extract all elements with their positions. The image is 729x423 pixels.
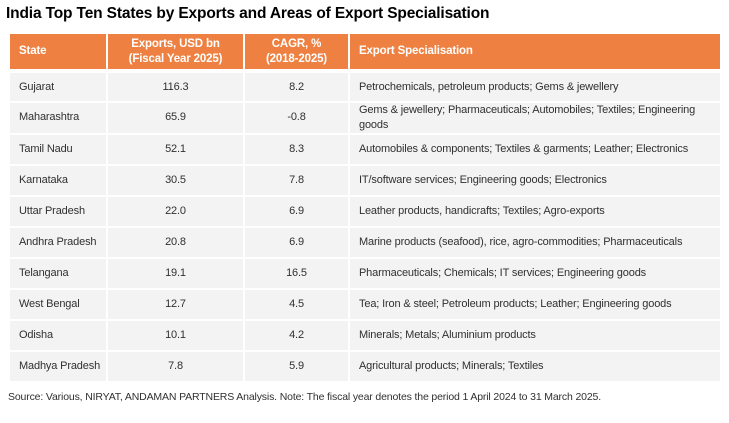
exports-cell: 65.9	[106, 101, 245, 135]
state-cell: Tamil Nadu	[8, 132, 108, 166]
table-row: Madhya Pradesh 7.8 5.9 Agricultural prod…	[8, 349, 722, 383]
cagr-cell: 5.9	[243, 349, 350, 383]
cagr-cell: -0.8	[243, 101, 350, 135]
specialisation-cell: Tea; Iron & steel; Petroleum products; L…	[348, 287, 722, 321]
specialisation-cell: Leather products, handicrafts; Textiles;…	[348, 194, 722, 228]
cagr-cell: 7.8	[243, 163, 350, 197]
specialisation-cell: IT/software services; Engineering goods;…	[348, 163, 722, 197]
exports-cell: 30.5	[106, 163, 245, 197]
state-cell: Madhya Pradesh	[8, 349, 108, 383]
table-header: State Exports, USD bn (Fiscal Year 2025)…	[8, 32, 722, 73]
state-cell: Andhra Pradesh	[8, 225, 108, 259]
state-cell: Odisha	[8, 318, 108, 352]
table-row: Tamil Nadu 52.1 8.3 Automobiles & compon…	[8, 132, 722, 166]
table-row: Odisha 10.1 4.2 Minerals; Metals; Alumin…	[8, 318, 722, 352]
state-cell: Uttar Pradesh	[8, 194, 108, 228]
column-header-state: State	[8, 32, 108, 73]
exports-cell: 12.7	[106, 287, 245, 321]
exports-table: State Exports, USD bn (Fiscal Year 2025)…	[8, 32, 722, 383]
state-cell: Maharashtra	[8, 101, 108, 135]
cagr-cell: 16.5	[243, 256, 350, 290]
exports-cell: 20.8	[106, 225, 245, 259]
column-header-exports: Exports, USD bn (Fiscal Year 2025)	[106, 32, 245, 73]
specialisation-cell: Gems & jewellery; Pharmaceuticals; Autom…	[348, 101, 722, 135]
table-row: Andhra Pradesh 20.8 6.9 Marine products …	[8, 225, 722, 259]
cagr-cell: 6.9	[243, 225, 350, 259]
exports-cell: 116.3	[106, 70, 245, 103]
specialisation-cell: Pharmaceuticals; Chemicals; IT services;…	[348, 256, 722, 290]
exports-cell: 10.1	[106, 318, 245, 352]
specialisation-cell: Petrochemicals, petroleum products; Gems…	[348, 70, 722, 103]
exports-cell: 19.1	[106, 256, 245, 290]
specialisation-cell: Minerals; Metals; Aluminium products	[348, 318, 722, 352]
source-note: Source: Various, NIRYAT, ANDAMAN PARTNER…	[8, 390, 601, 403]
specialisation-cell: Automobiles & components; Textiles & gar…	[348, 132, 722, 166]
cagr-cell: 8.2	[243, 70, 350, 103]
state-cell: West Bengal	[8, 287, 108, 321]
table-body: Gujarat 116.3 8.2 Petrochemicals, petrol…	[8, 70, 722, 383]
page-title: India Top Ten States by Exports and Area…	[6, 5, 490, 22]
column-header-cagr: CAGR, % (2018-2025)	[243, 32, 350, 73]
header-row: State Exports, USD bn (Fiscal Year 2025)…	[8, 32, 722, 73]
state-cell: Gujarat	[8, 70, 108, 103]
state-cell: Telangana	[8, 256, 108, 290]
exports-cell: 7.8	[106, 349, 245, 383]
table-row: Telangana 19.1 16.5 Pharmaceuticals; Che…	[8, 256, 722, 290]
specialisation-cell: Marine products (seafood), rice, agro-co…	[348, 225, 722, 259]
state-cell: Karnataka	[8, 163, 108, 197]
exports-cell: 52.1	[106, 132, 245, 166]
column-header-specialisation: Export Specialisation	[348, 32, 722, 73]
table-row: West Bengal 12.7 4.5 Tea; Iron & steel; …	[8, 287, 722, 321]
table-row: Uttar Pradesh 22.0 6.9 Leather products,…	[8, 194, 722, 228]
cagr-cell: 8.3	[243, 132, 350, 166]
cagr-cell: 4.2	[243, 318, 350, 352]
table-row: Maharashtra 65.9 -0.8 Gems & jewellery; …	[8, 101, 722, 135]
table-row: Karnataka 30.5 7.8 IT/software services;…	[8, 163, 722, 197]
page: India Top Ten States by Exports and Area…	[6, 5, 722, 403]
exports-cell: 22.0	[106, 194, 245, 228]
cagr-cell: 4.5	[243, 287, 350, 321]
specialisation-cell: Agricultural products; Minerals; Textile…	[348, 349, 722, 383]
table-row: Gujarat 116.3 8.2 Petrochemicals, petrol…	[8, 70, 722, 103]
cagr-cell: 6.9	[243, 194, 350, 228]
